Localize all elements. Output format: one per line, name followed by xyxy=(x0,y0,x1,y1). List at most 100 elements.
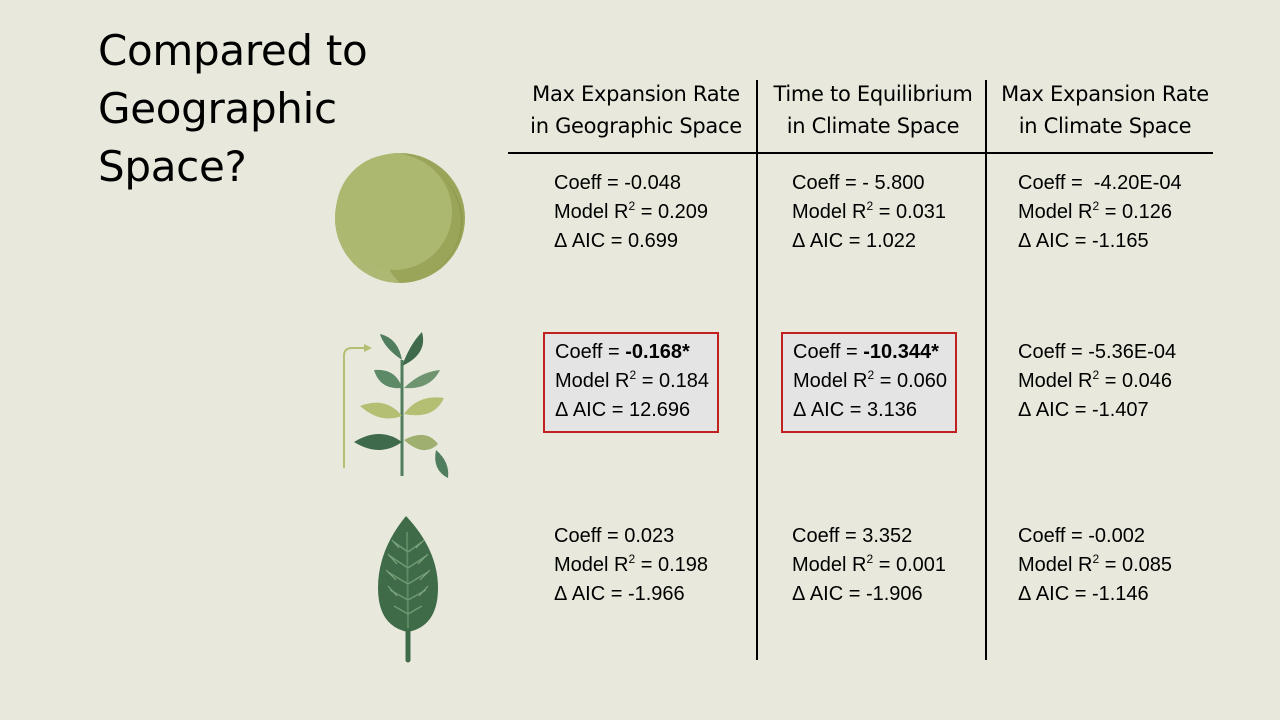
r2-label: Model R xyxy=(793,370,868,392)
coeff-value: -0.048 xyxy=(624,172,681,194)
coeff-value-significant: -0.168* xyxy=(625,341,690,363)
aic-label: Δ AIC = xyxy=(1018,230,1092,252)
sprout-icon xyxy=(343,332,449,478)
aic-value: 1.022 xyxy=(865,230,917,252)
aic-value: -1.966 xyxy=(627,583,685,605)
r2-value: 0.060 xyxy=(896,370,948,392)
r2-value: 0.046 xyxy=(1121,370,1173,392)
column-header-line: Max Expansion Rate xyxy=(532,82,740,106)
equals: = xyxy=(873,554,896,576)
r2-exponent: 2 xyxy=(1092,368,1100,382)
r2-exponent: 2 xyxy=(1092,199,1100,213)
coeff-value: 3.352 xyxy=(862,525,913,547)
aic-label: Δ AIC = xyxy=(1018,399,1092,421)
equals: = xyxy=(873,201,896,223)
equals: = xyxy=(1099,201,1122,223)
coeff-value: - 5.800 xyxy=(862,172,925,194)
aic-label: Δ AIC = xyxy=(792,583,866,605)
r2-value: 0.209 xyxy=(657,201,709,223)
r2-value: 0.001 xyxy=(895,554,947,576)
aic-label: Δ AIC = xyxy=(1018,583,1092,605)
coeff-label: Coeff = xyxy=(1018,172,1089,194)
aic-label: Δ AIC = xyxy=(555,399,629,421)
r2-exponent: 2 xyxy=(629,368,637,382)
r2-exponent: 2 xyxy=(866,199,874,213)
leaf-icon xyxy=(378,516,438,663)
r2-label: Model R xyxy=(792,201,867,223)
column-divider xyxy=(985,80,987,660)
coeff-label: Coeff = xyxy=(554,172,625,194)
title-line-3: Space? xyxy=(98,142,247,191)
r2-label: Model R xyxy=(792,554,867,576)
coeff-value-significant: -10.344* xyxy=(863,341,939,363)
equals: = xyxy=(635,554,658,576)
stats-cell: Coeff = -5.36E-04 Model R2 = 0.046 Δ AIC… xyxy=(1018,338,1176,425)
column-divider xyxy=(756,80,758,660)
coeff-label: Coeff = xyxy=(792,172,863,194)
r2-label: Model R xyxy=(1018,370,1093,392)
aic-label: Δ AIC = xyxy=(793,399,867,421)
coeff-label: Coeff = xyxy=(792,525,863,547)
coeff-label: Coeff = xyxy=(554,525,625,547)
r2-label: Model R xyxy=(554,201,629,223)
r2-label: Model R xyxy=(554,554,629,576)
title-line-1: Compared to xyxy=(98,26,368,75)
stats-cell: Coeff = 0.023 Model R2 = 0.198 Δ AIC = -… xyxy=(554,522,708,609)
aic-value: 3.136 xyxy=(866,399,918,421)
coeff-value: 0.023 xyxy=(624,525,675,547)
column-header-line: Time to Equilibrium xyxy=(773,82,973,106)
equals: = xyxy=(636,370,659,392)
aic-value: -1.407 xyxy=(1091,399,1149,421)
aic-label: Δ AIC = xyxy=(792,230,866,252)
equals: = xyxy=(1099,370,1122,392)
column-header-line: in Geographic Space xyxy=(530,114,742,138)
slide-title: Compared to Geographic Space? xyxy=(98,22,418,196)
aic-value: 0.699 xyxy=(627,230,679,252)
coeff-value: -5.36E-04 xyxy=(1088,341,1177,363)
r2-label: Model R xyxy=(1018,554,1093,576)
r2-value: 0.184 xyxy=(658,370,710,392)
coeff-label: Coeff = xyxy=(793,341,864,363)
stats-cell: Coeff = -4.20E-04 Model R2 = 0.126 Δ AIC… xyxy=(1018,169,1182,256)
r2-value: 0.085 xyxy=(1121,554,1173,576)
r2-value: 0.031 xyxy=(895,201,947,223)
stats-cell-significant: Coeff = -10.344* Model R2 = 0.060 Δ AIC … xyxy=(781,332,958,433)
r2-exponent: 2 xyxy=(1092,552,1100,566)
coeff-label: Coeff = xyxy=(1018,525,1089,547)
equals: = xyxy=(1099,554,1122,576)
r2-exponent: 2 xyxy=(628,199,636,213)
aic-value: -1.146 xyxy=(1091,583,1149,605)
r2-label: Model R xyxy=(555,370,630,392)
r2-exponent: 2 xyxy=(867,368,875,382)
aic-label: Δ AIC = xyxy=(554,230,628,252)
header-divider xyxy=(508,152,1213,154)
aic-value: -1.906 xyxy=(865,583,923,605)
column-header-climate-expansion: Max Expansion Rate in Climate Space xyxy=(992,78,1218,142)
r2-exponent: 2 xyxy=(866,552,874,566)
equals: = xyxy=(635,201,658,223)
seed-icon xyxy=(335,153,465,283)
coeff-label: Coeff = xyxy=(555,341,626,363)
stats-cell: Coeff = 3.352 Model R2 = 0.001 Δ AIC = -… xyxy=(792,522,946,609)
coeff-label: Coeff = xyxy=(1018,341,1089,363)
column-header-geo-expansion: Max Expansion Rate in Geographic Space xyxy=(522,78,750,142)
coeff-value: -0.002 xyxy=(1088,525,1145,547)
stats-cell-significant: Coeff = -0.168* Model R2 = 0.184 Δ AIC =… xyxy=(543,332,720,433)
r2-value: 0.198 xyxy=(657,554,709,576)
column-header-line: in Climate Space xyxy=(786,114,960,138)
coeff-value: -4.20E-04 xyxy=(1088,172,1182,194)
stats-cell: Coeff = -0.048 Model R2 = 0.209 Δ AIC = … xyxy=(554,169,708,256)
r2-value: 0.126 xyxy=(1121,201,1173,223)
aic-label: Δ AIC = xyxy=(554,583,628,605)
aic-value: -1.165 xyxy=(1091,230,1149,252)
column-header-line: Max Expansion Rate xyxy=(1001,82,1209,106)
r2-label: Model R xyxy=(1018,201,1093,223)
equals: = xyxy=(874,370,897,392)
stats-cell: Coeff = - 5.800 Model R2 = 0.031 Δ AIC =… xyxy=(792,169,946,256)
column-header-time-equilibrium: Time to Equilibrium in Climate Space xyxy=(760,78,986,142)
title-line-2: Geographic xyxy=(98,84,337,133)
stats-cell: Coeff = -0.002 Model R2 = 0.085 Δ AIC = … xyxy=(1018,522,1172,609)
r2-exponent: 2 xyxy=(628,552,636,566)
aic-value: 12.696 xyxy=(628,399,691,421)
